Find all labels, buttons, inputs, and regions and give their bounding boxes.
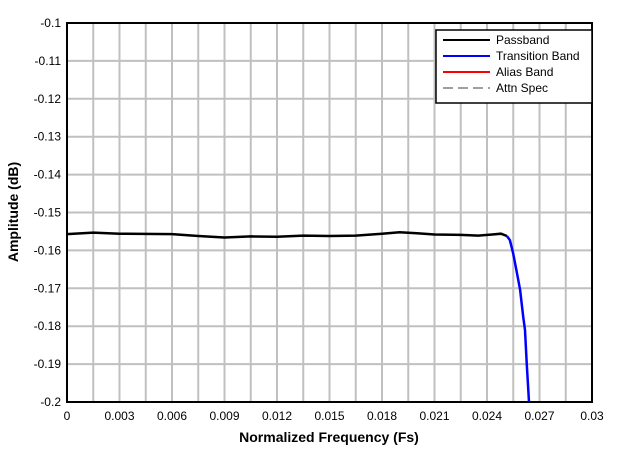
y-tick-label: -0.17 <box>34 281 62 295</box>
series-line-transition-band <box>505 235 531 403</box>
x-tick-label: 0 <box>64 409 71 423</box>
x-tick-label: 0.003 <box>104 409 134 423</box>
y-tick-label: -0.13 <box>34 130 62 144</box>
x-axis-label: Normalized Frequency (Fs) <box>239 429 419 445</box>
x-tick-label: 0.015 <box>314 409 344 423</box>
legend: Passband Transition Band Alias Band Attn Sp… <box>435 29 593 104</box>
legend-label: Passband <box>496 33 549 47</box>
plot-frame <box>66 22 593 403</box>
x-tick-label: 0.018 <box>367 409 397 423</box>
x-tick-labels: 0 0.003 0.006 0.009 0.012 0.015 0.018 0.021 0.02… <box>64 409 604 423</box>
x-tick-label: 0.024 <box>472 409 502 423</box>
y-tick-label: -0.2 <box>40 395 61 409</box>
y-tick-label: -0.15 <box>34 206 62 220</box>
x-tick-label: 0.009 <box>209 409 239 423</box>
y-tick-label: -0.19 <box>34 357 62 371</box>
series-line-passband <box>66 230 508 239</box>
y-tick-label: -0.16 <box>34 243 62 257</box>
grid <box>67 23 592 402</box>
legend-label: Attn Spec <box>496 81 548 95</box>
x-tick-label: 0.006 <box>157 409 187 423</box>
y-tick-label: -0.11 <box>35 54 62 68</box>
legend-label: Transition Band <box>496 49 580 63</box>
legend-label: Alias Band <box>496 65 553 79</box>
x-tick-label: 0.027 <box>524 409 554 423</box>
y-axis-label: Amplitude (dB) <box>5 162 21 262</box>
y-tick-labels: -0.1 -0.11 -0.12 -0.13 -0.14 -0.15 -0.16 -0.17 -… <box>34 16 62 409</box>
y-tick-label: -0.12 <box>34 92 62 106</box>
x-tick-label: 0.021 <box>419 409 449 423</box>
y-tick-label: -0.1 <box>40 16 61 30</box>
x-tick-label: 0.012 <box>262 409 292 423</box>
y-tick-label: -0.14 <box>34 168 62 182</box>
y-tick-label: -0.18 <box>34 319 62 333</box>
x-tick-label: 0.03 <box>580 409 604 423</box>
series-group <box>66 230 531 403</box>
